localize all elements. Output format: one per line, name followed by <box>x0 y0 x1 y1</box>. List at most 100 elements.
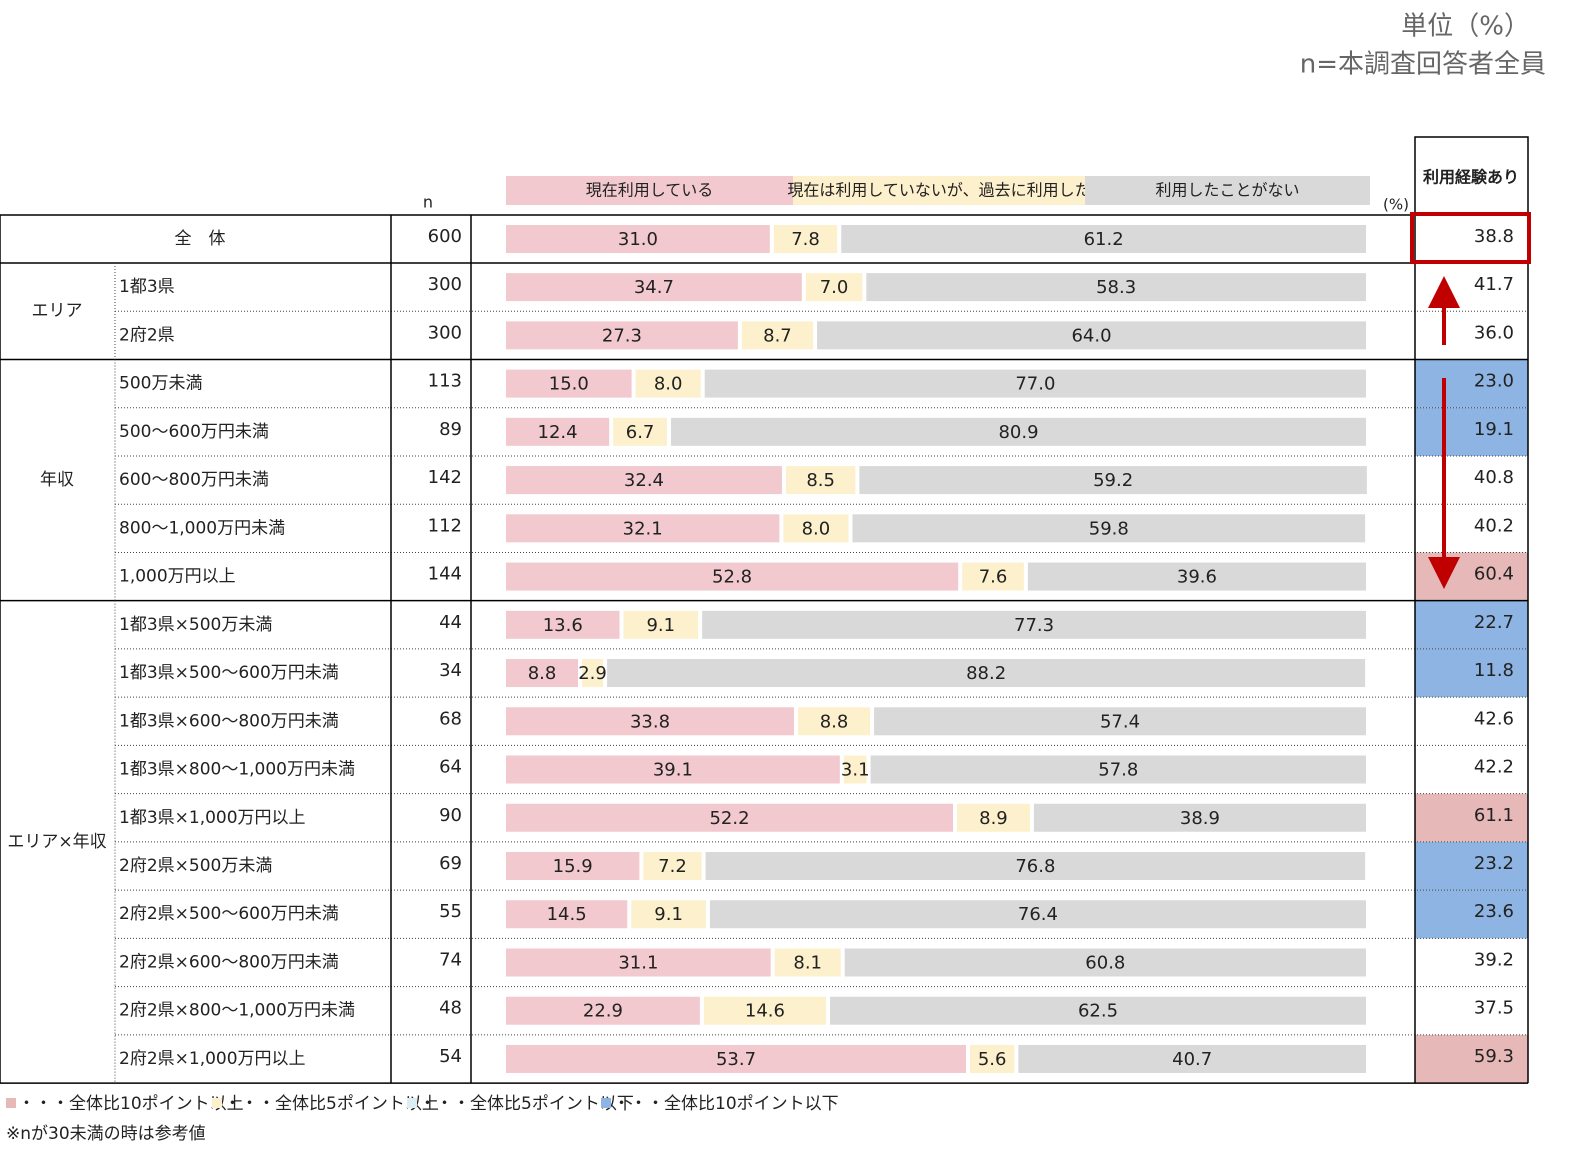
bar-segment <box>643 852 702 880</box>
value-label: 13.6 <box>543 615 583 636</box>
n-header: n <box>423 193 433 212</box>
n-value: 113 <box>428 371 462 392</box>
bar-segment <box>783 514 849 543</box>
experience-value: 36.0 <box>1474 322 1514 343</box>
footnote: ※nが30未満の時は参考値 <box>6 1124 206 1144</box>
experience-value: 11.8 <box>1474 660 1514 681</box>
bar-segment <box>957 803 1030 832</box>
row-label: 2府2県×500～600万円未満 <box>119 904 339 924</box>
experience-value: 23.2 <box>1474 853 1514 874</box>
n-value: 144 <box>428 564 462 585</box>
note-swatch <box>601 1098 611 1108</box>
experience-value: 42.2 <box>1474 757 1514 778</box>
value-label: 2.9 <box>578 663 607 684</box>
n-value: 69 <box>439 853 462 874</box>
value-label: 9.1 <box>654 904 683 925</box>
experience-value: 40.2 <box>1474 515 1514 536</box>
value-label: 8.9 <box>979 808 1008 829</box>
bar-segment <box>506 755 840 784</box>
row-label: 1,000万円以上 <box>119 567 236 587</box>
value-label: 6.7 <box>626 422 655 443</box>
value-label: 7.8 <box>791 229 820 250</box>
bar-segment <box>844 948 1366 977</box>
value-label: 40.7 <box>1172 1049 1212 1070</box>
value-label: 27.3 <box>602 325 642 346</box>
value-label: 39.6 <box>1177 567 1217 588</box>
bar-segment <box>859 466 1367 495</box>
value-label: 57.8 <box>1098 760 1138 781</box>
n-value: 300 <box>428 274 462 295</box>
note-swatch <box>6 1098 16 1108</box>
experience-cell <box>1415 841 1528 891</box>
bar-segment <box>702 610 1366 639</box>
experience-cell <box>1415 648 1528 698</box>
value-label: 60.8 <box>1085 952 1125 973</box>
row-label: 600～800万円未満 <box>119 470 269 490</box>
bar-segment <box>623 610 699 639</box>
value-label: 8.5 <box>806 470 835 491</box>
bar-segment <box>785 466 856 495</box>
value-label: 77.0 <box>1015 374 1055 395</box>
experience-value: 23.0 <box>1474 371 1514 392</box>
row-label: 1都3県×800～1,000万円未満 <box>119 760 355 780</box>
value-label: 32.4 <box>624 470 664 491</box>
n-value: 48 <box>439 998 462 1019</box>
value-label: 14.5 <box>547 904 587 925</box>
row-label: 500～600万円未満 <box>119 422 269 442</box>
experience-value: 60.4 <box>1474 564 1514 585</box>
bar-segment <box>830 996 1366 1025</box>
experience-cell <box>1415 1034 1528 1084</box>
bar-segment <box>773 225 838 253</box>
bar-segment <box>703 996 826 1025</box>
bar-segment <box>506 321 738 350</box>
value-label: 12.4 <box>538 422 578 443</box>
value-label: 64.0 <box>1071 325 1111 346</box>
bar-segment <box>506 562 959 591</box>
value-label: 38.9 <box>1180 808 1220 829</box>
experience-cell <box>1415 407 1528 456</box>
value-label: 3.1 <box>841 760 870 781</box>
row-label: 2府2県×500万未満 <box>119 856 272 876</box>
highlight-box <box>1410 212 1531 264</box>
experience-value: 61.1 <box>1474 805 1514 826</box>
experience-value: 37.5 <box>1474 998 1514 1019</box>
value-label: 8.1 <box>793 952 822 973</box>
n-value: 74 <box>439 949 462 970</box>
n-value: 142 <box>428 467 462 488</box>
bar-segment <box>817 321 1366 350</box>
legend-label: 現在利用している <box>586 181 714 200</box>
unit-note: 単位（%） <box>1401 12 1530 42</box>
row-label: 1都3県 <box>119 277 175 297</box>
bar-segment <box>1027 562 1366 591</box>
bar-segment <box>841 225 1366 253</box>
row-label: 1都3県×600～800万円未満 <box>119 711 339 731</box>
bar-segment <box>506 225 770 253</box>
note-label: ・・・全体比10ポイント以下 <box>613 1094 839 1114</box>
bar-segment <box>1033 803 1366 832</box>
group-label: 全 体 <box>175 229 226 249</box>
bar-segment <box>843 755 867 784</box>
n-value: 64 <box>439 757 462 778</box>
value-label: 9.1 <box>646 615 675 636</box>
experience-cell <box>1415 600 1528 649</box>
bar-segment <box>506 369 632 398</box>
value-label: 88.2 <box>966 663 1006 684</box>
value-label: 59.8 <box>1089 518 1129 539</box>
row-label: 2府2県×1,000万円以上 <box>119 1049 306 1069</box>
value-label: 7.2 <box>658 856 687 877</box>
value-label: 7.6 <box>979 567 1008 588</box>
bar-segment <box>506 610 620 639</box>
bar-segment <box>506 417 610 446</box>
row-label: 500万未満 <box>119 374 202 394</box>
row-label: 2府2県×600～800万円未満 <box>119 952 339 972</box>
bar-segment <box>506 948 771 977</box>
bar-segment <box>852 514 1366 543</box>
group-label: エリア <box>32 301 83 321</box>
bar-segment <box>709 900 1366 929</box>
bar-segment <box>506 514 780 543</box>
legend-swatch <box>793 176 1085 205</box>
bar-segment <box>506 900 628 929</box>
value-label: 7.0 <box>820 277 849 298</box>
experience-value: 38.8 <box>1474 226 1514 247</box>
